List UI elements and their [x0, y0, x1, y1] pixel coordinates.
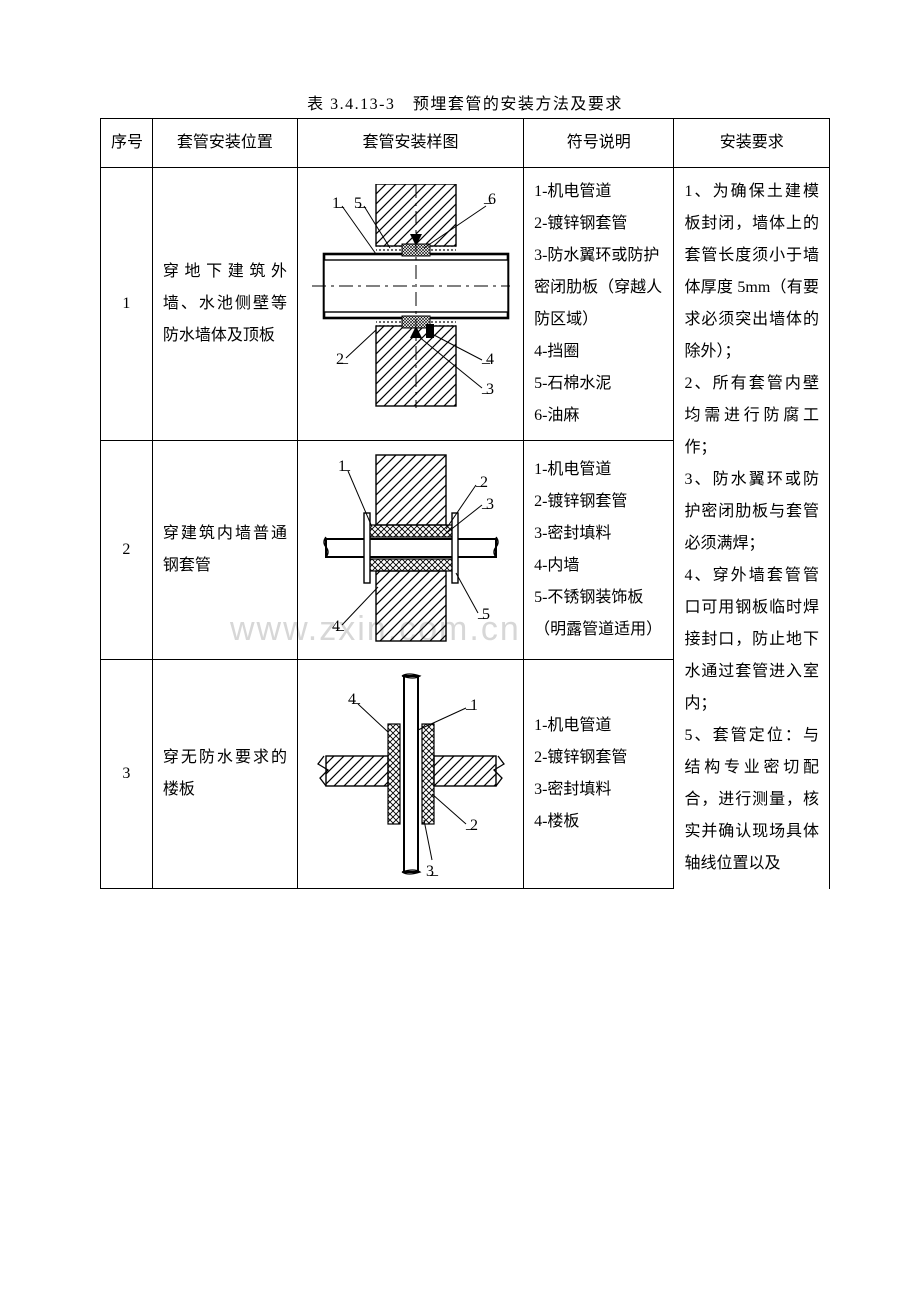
cell-sym: 1-机电管道 2-镀锌钢套管 3-密封填料 4-楼板	[524, 660, 674, 889]
cell-sym: 1-机电管道 2-镀锌钢套管 3-密封填料 4-内墙 5-不锈钢装饰板（明露管道…	[524, 441, 674, 660]
svg-text:_: _	[335, 616, 345, 633]
th-fig: 套管安装样图	[298, 119, 524, 168]
svg-text:_: _	[465, 695, 475, 712]
sleeve-install-table: 序号 套管安装位置 套管安装样图 符号说明 安装要求 1 穿地下建筑外墙、水池侧…	[100, 118, 830, 889]
table-header-row: 序号 套管安装位置 套管安装样图 符号说明 安装要求	[101, 119, 830, 168]
cell-loc: 穿建筑内墙普通钢套管	[152, 441, 297, 660]
cell-sym: 1-机电管道 2-镀锌钢套管 3-防水翼环或防护密闭肋板（穿越人防区域） 4-挡…	[524, 168, 674, 441]
diagram-waterproof-wall-sleeve: 1_ 5_ 6_ 2_	[306, 184, 516, 424]
svg-text:_: _	[339, 349, 349, 366]
svg-text:_: _	[357, 193, 367, 210]
cell-req: 1、为确保土建模板封闭，墙体上的套管长度须小于墙体厚度 5mm（有要求必须突出墙…	[674, 168, 830, 889]
table-caption: 表 3.4.13-3 预埋套管的安装方法及要求	[100, 90, 830, 114]
svg-text:_: _	[481, 379, 491, 396]
th-sym: 符号说明	[524, 119, 674, 168]
cell-seq: 1	[101, 168, 153, 441]
svg-text:_: _	[341, 456, 351, 473]
svg-text:_: _	[429, 861, 439, 878]
cell-loc: 穿无防水要求的楼板	[152, 660, 297, 889]
diagram-interior-wall-sleeve: 1_ 2_ 3_ 4_ 5_	[306, 445, 516, 655]
svg-text:_: _	[481, 349, 491, 366]
th-loc: 套管安装位置	[152, 119, 297, 168]
svg-text:_: _	[475, 472, 485, 489]
svg-text:_: _	[335, 193, 345, 210]
svg-text:_: _	[477, 604, 487, 621]
cell-seq: 2	[101, 441, 153, 660]
svg-text:_: _	[483, 189, 493, 206]
cell-seq: 3	[101, 660, 153, 889]
svg-text:_: _	[465, 815, 475, 832]
cell-loc: 穿地下建筑外墙、水池侧壁等防水墙体及顶板	[152, 168, 297, 441]
svg-text:_: _	[351, 689, 361, 706]
cell-fig: 1_ 5_ 6_ 2_	[298, 168, 524, 441]
th-seq: 序号	[101, 119, 153, 168]
cell-fig: 1_ 2_ 3_ 4_ 5_	[298, 441, 524, 660]
svg-text:_: _	[481, 494, 491, 511]
th-req: 安装要求	[674, 119, 830, 168]
diagram-floor-sleeve: 4_ 1_ 2_ 3_	[306, 664, 516, 884]
table-row: 1 穿地下建筑外墙、水池侧壁等防水墙体及顶板	[101, 168, 830, 441]
cell-fig: 4_ 1_ 2_ 3_	[298, 660, 524, 889]
